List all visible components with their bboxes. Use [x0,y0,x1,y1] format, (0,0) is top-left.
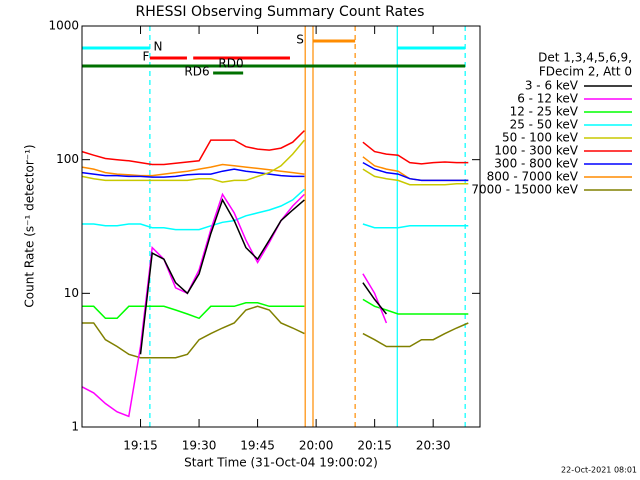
series-line [81,130,469,166]
x-tick-label: 20:00 [299,439,334,453]
legend-label: 7000 - 15000 keV [471,183,578,197]
x-tick-label: 19:45 [240,439,275,453]
timestamp: 22-Oct-2021 08:01 [561,466,637,475]
y-tick-label: 1000 [48,19,79,33]
x-tick-label: 19:15 [123,439,158,453]
flag-label: RD6 [184,65,209,79]
x-tick-label: 20:30 [416,439,451,453]
series-line [81,139,469,186]
flag-label: RD0 [218,57,243,71]
plot-frame [81,25,481,428]
series-line [82,188,469,231]
legend-title: FDecim 2, Att 0 [539,65,632,79]
y-tick-label: 1 [71,420,79,434]
legend-label: 12 - 25 keV [510,105,579,119]
legend-label: 25 - 50 keV [510,118,579,132]
legend-label: 800 - 7000 keV [487,170,579,184]
legend-label: 50 - 100 keV [502,131,579,145]
chart-title: RHESSI Observing Summary Count Rates [136,4,425,20]
series-line [81,192,388,418]
flag-label: S [296,33,304,47]
x-tick-label: 20:15 [357,439,392,453]
legend-label: 6 - 12 keV [517,92,579,106]
x-tick-label: 19:30 [182,439,217,453]
y-tick-label: 10 [64,286,79,300]
series-line [139,198,387,355]
legend-title: Det 1,3,4,5,6,9, [538,51,632,65]
x-axis-label: Start Time (31-Oct-04 19:00:02) [184,456,378,470]
flag-label: F [143,50,150,64]
y-axis-label: Count Rate (s⁻¹ detector⁻¹) [23,144,37,307]
series-line [82,305,469,359]
legend-label: 100 - 300 keV [494,144,578,158]
flag-label: N [154,40,163,54]
legend-label: 300 - 800 keV [494,157,578,171]
y-tick-label: 100 [56,152,79,166]
legend-label: 3 - 6 keV [525,79,579,93]
